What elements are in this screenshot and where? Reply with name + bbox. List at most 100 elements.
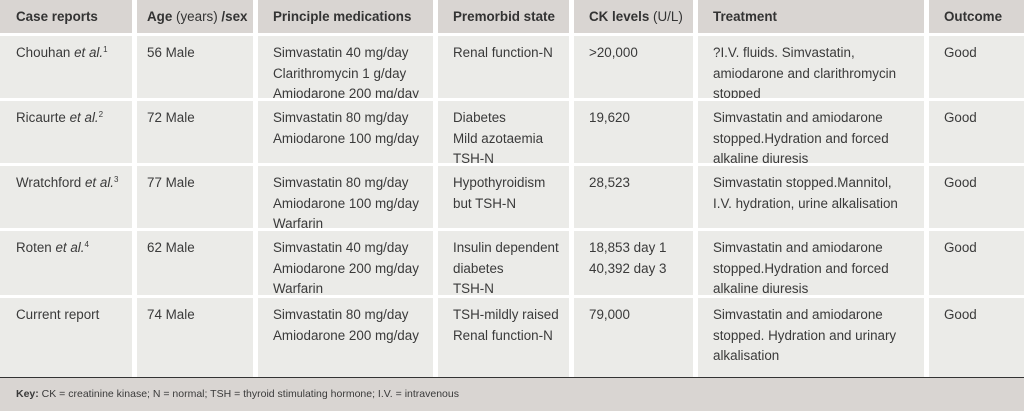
cell-line: Simvastatin 80 mg/day: [273, 110, 409, 125]
cell-line: ?I.V. fluids. Simvastatin,: [713, 45, 855, 60]
table-cell: Simvastatin and amiodarone stopped.Hydrat…: [698, 101, 924, 163]
cell-line: 40,392 day 3: [589, 260, 667, 276]
table-cell: Simvastatin stopped.Mannitol, I.V. hydrat…: [698, 166, 924, 228]
et-al: et al.: [69, 110, 99, 125]
table-cell: Simvastatin 80 mg/day Amiodarone 100 mg/d…: [258, 166, 433, 228]
cell-line: Good: [944, 45, 977, 60]
cell-line: TSH-mildly raised: [453, 307, 559, 322]
header-label: CK levels: [589, 9, 650, 24]
cell-line: Amiodarone 100 mg/day: [273, 195, 419, 211]
table-cell: 74 Male: [137, 298, 253, 377]
header-unit: (U/L): [649, 9, 683, 24]
cell-line: Amiodarone 200 mg/day: [273, 260, 419, 276]
cell-line: Good: [944, 110, 977, 125]
cell-line: Good: [944, 175, 977, 190]
cell-line: Amiodarone 200 mg/day: [273, 327, 419, 343]
cell-line: 18,853 day 1: [589, 240, 667, 255]
cell-line: Simvastatin 40 mg/day: [273, 240, 409, 255]
key-text: CK = creatinine kinase; N = normal; TSH …: [38, 388, 459, 400]
table-cell: 18,853 day 1 40,392 day 3: [574, 231, 693, 295]
cell-line: Good: [944, 307, 977, 322]
cell-line: 74 Male: [147, 307, 195, 322]
cell-line: 56 Male: [147, 45, 195, 60]
cell-line: 72 Male: [147, 110, 195, 125]
cell-line: Simvastatin 80 mg/day: [273, 175, 409, 190]
table-cell: 79,000: [574, 298, 693, 377]
key-label: Key:: [16, 388, 39, 400]
table-cell: Good: [929, 231, 1024, 295]
header-label: Case reports: [16, 9, 98, 24]
header-tail: /sex: [221, 9, 248, 24]
author-name: Ricaurte: [16, 110, 66, 125]
cell-line: alkaline diuresis: [713, 281, 809, 295]
case-reports-table: Case reports Age (years) /sex Principle me…: [0, 0, 1024, 377]
header-label: Treatment: [713, 9, 777, 24]
reference-number: 3: [114, 175, 119, 184]
cell-line: Simvastatin 80 mg/day: [273, 307, 409, 322]
column-header: CK levels (U/L): [574, 0, 693, 33]
et-al: et al.: [84, 175, 115, 190]
cell-line: Renal function-N: [453, 45, 553, 60]
cell-line: Mild azotaemia: [453, 130, 544, 146]
column-header: Treatment: [698, 0, 924, 33]
cell-line: 28,523: [589, 175, 630, 190]
cell-line: stopped. Hydration and urinary: [713, 327, 897, 343]
table-cell: 72 Male: [137, 101, 253, 163]
cell-line: Simvastatin and amiodarone: [713, 110, 883, 125]
table-cell: 19,620: [574, 101, 693, 163]
cell-line: 19,620: [589, 110, 630, 125]
table-cell: Simvastatin 80 mg/day Amiodarone 100 mg/d…: [258, 101, 433, 163]
cell-line: Good: [944, 240, 977, 255]
table-cell: Simvastatin 40 mg/day Clarithromycin 1 g/…: [258, 36, 433, 98]
table-cell: Simvastatin 80 mg/day Amiodarone 200 mg/d…: [258, 298, 433, 377]
et-al: et al.: [55, 240, 85, 255]
cell-line: 62 Male: [147, 240, 195, 255]
case-report-cell: Current report: [0, 298, 132, 377]
header-label: Age: [147, 9, 173, 24]
table-cell: 62 Male: [137, 231, 253, 295]
table-cell: Renal function-N: [438, 36, 569, 98]
cell-line: Amiodarone 100 mg/day: [273, 130, 419, 146]
reference-number: 4: [84, 240, 89, 249]
cell-line: >20,000: [589, 45, 638, 60]
header-label: Premorbid state: [453, 9, 555, 24]
cell-line: Simvastatin stopped.Mannitol,: [713, 175, 892, 190]
table-cell: Good: [929, 166, 1024, 228]
cell-line: Clarithromycin 1 g/day: [273, 65, 407, 81]
table-cell: Simvastatin 40 mg/day Amiodarone 200 mg/d…: [258, 231, 433, 295]
reference-number: 1: [103, 45, 108, 54]
cell-line: alkaline diuresis: [713, 151, 809, 163]
cell-line: Simvastatin and amiodarone: [713, 307, 883, 322]
table-cell: Hypothyroidism but TSH-N: [438, 166, 569, 228]
column-header: Principle medications: [258, 0, 433, 33]
case-report-cell: Wratchford et al.3: [0, 166, 132, 228]
table-cell: TSH-mildly raised Renal function-N: [438, 298, 569, 377]
table-cell: 56 Male: [137, 36, 253, 98]
cell-line: Warfarin: [273, 281, 324, 295]
column-header: Age (years) /sex: [137, 0, 253, 33]
cell-line: TSH-N: [453, 281, 494, 295]
cell-line: 79,000: [589, 307, 630, 322]
table-cell: >20,000: [574, 36, 693, 98]
table-cell: Simvastatin and amiodarone stopped. Hydra…: [698, 298, 924, 377]
table-cell: Insulin dependent diabetes TSH-N: [438, 231, 569, 295]
case-report-cell: Ricaurte et al.2: [0, 101, 132, 163]
cell-line: alkalisation: [713, 348, 780, 363]
cell-line: amiodarone and clarithromycin: [713, 65, 897, 81]
table-cell: Good: [929, 298, 1024, 377]
cell-line: Simvastatin 40 mg/day: [273, 45, 409, 60]
author-name: Chouhan: [16, 45, 71, 60]
header-label: Principle medications: [273, 9, 412, 24]
case-report-cell: Roten et al.4: [0, 231, 132, 295]
cell-line: Diabetes: [453, 110, 506, 125]
table-cell: 77 Male: [137, 166, 253, 228]
table-cell: ?I.V. fluids. Simvastatin, amiodarone and…: [698, 36, 924, 98]
author-name: Current report: [16, 307, 100, 322]
cell-line: stopped: [713, 86, 761, 98]
table-cell: Simvastatin and amiodarone stopped.Hydrat…: [698, 231, 924, 295]
cell-line: Amiodarone 200 mg/day: [273, 86, 419, 98]
column-header: Premorbid state: [438, 0, 569, 33]
cell-line: 77 Male: [147, 175, 195, 190]
cell-line: Simvastatin and amiodarone: [713, 240, 883, 255]
header-unit: (years): [172, 9, 222, 24]
